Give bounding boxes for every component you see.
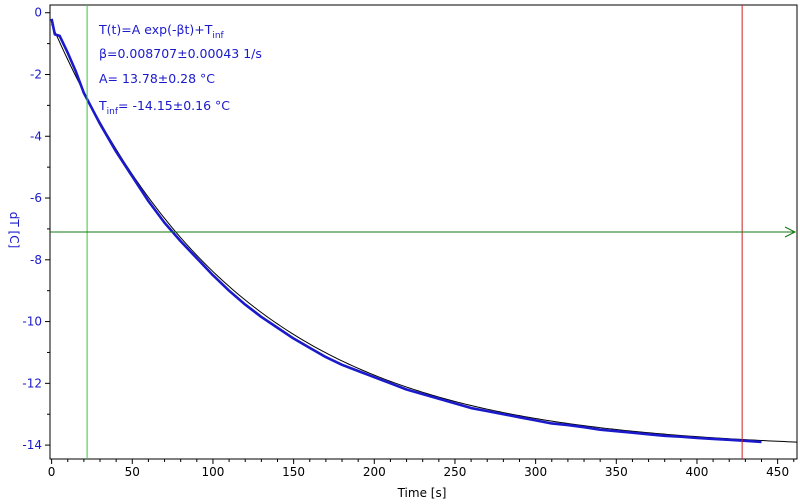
x-tick-label: 450 (766, 465, 789, 479)
y-tick-label: -6 (30, 191, 42, 205)
x-axis-label: Time [s] (397, 486, 447, 500)
fit-formula-text: T(t)=A exp(-βt)+T (98, 22, 213, 37)
threshold-arrowhead (784, 226, 797, 238)
fit-beta: β=0.008707±0.00043 1/s (99, 46, 262, 61)
fit-tinf: Tinf= -14.15±0.16 °C (98, 98, 230, 117)
x-axis: 0 50 100 150 200 250 300 350 400 450 (48, 459, 795, 479)
fit-a: A= 13.78±0.28 °C (99, 71, 215, 86)
y-tick-label: -4 (30, 129, 42, 143)
x-tick-label: 400 (686, 465, 709, 479)
x-tick-label: 250 (444, 465, 467, 479)
fit-tinf-text: T (98, 98, 107, 113)
data-series-line (50, 18, 762, 444)
fit-tinf-value: = -14.15±0.16 °C (118, 98, 230, 113)
y-axis: 0 -2 -4 -6 -8 -10 -12 -14 (22, 6, 50, 452)
fit-tinf-subscript: inf (107, 107, 119, 117)
data-series-layer (50, 18, 762, 444)
y-tick-label: -2 (30, 67, 42, 81)
x-tick-label: 300 (524, 465, 547, 479)
x-tick-label: 100 (201, 465, 224, 479)
x-tick-label: 350 (605, 465, 628, 479)
x-tick-label: 150 (282, 465, 305, 479)
x-tick-label: 0 (48, 465, 56, 479)
y-tick-label: -14 (22, 438, 42, 452)
y-tick-label: 0 (34, 6, 42, 20)
fit-annotation: T(t)=A exp(-βt)+Tinf β=0.008707±0.00043 … (98, 22, 262, 117)
y-axis-label: dT [C] (7, 212, 21, 249)
y-tick-label: -12 (22, 376, 42, 390)
cursor-layer (50, 5, 797, 459)
fit-formula-subscript: inf (212, 31, 224, 41)
y-tick-label: -10 (22, 315, 42, 329)
fit-formula: T(t)=A exp(-βt)+Tinf (98, 22, 225, 41)
x-tick-label: 50 (125, 465, 140, 479)
x-tick-label: 200 (363, 465, 386, 479)
y-tick-label: -8 (30, 253, 42, 267)
